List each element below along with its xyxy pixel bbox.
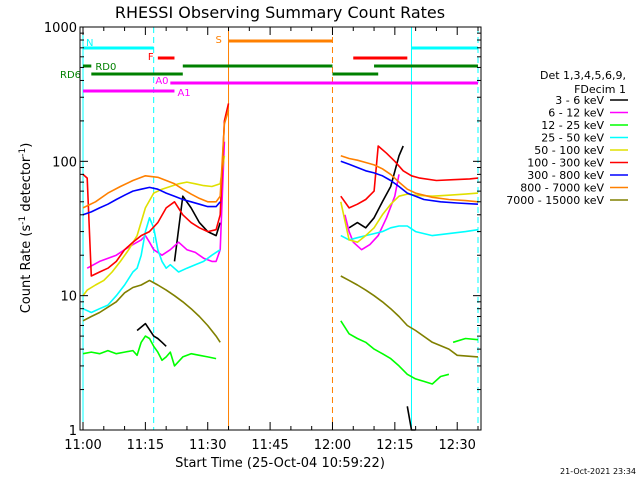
y-tick-label: 1000 bbox=[44, 21, 77, 36]
y-axis-label-sup1: -1 bbox=[18, 216, 28, 225]
flag-label: RD0 bbox=[95, 62, 116, 73]
series-line bbox=[173, 195, 221, 262]
x-tick-label: 11:45 bbox=[251, 438, 288, 453]
legend-entry-label: 12 - 25 keV bbox=[541, 119, 604, 132]
flag-label: S bbox=[216, 35, 222, 46]
series-line bbox=[82, 155, 226, 297]
legend-entry-label: 300 - 800 keV bbox=[527, 169, 604, 182]
legend-entry-label: 3 - 6 keV bbox=[555, 94, 604, 107]
y-tick-label: 1 bbox=[69, 424, 77, 439]
x-tick-label: 12:15 bbox=[376, 438, 413, 453]
series-line bbox=[82, 279, 221, 343]
series-line bbox=[82, 186, 221, 216]
flag-label: A1 bbox=[177, 88, 190, 99]
legend-entry-label: 800 - 7000 keV bbox=[520, 182, 604, 195]
series-line bbox=[136, 322, 167, 347]
series-line bbox=[340, 275, 479, 358]
flag-label: F bbox=[148, 52, 154, 63]
legend-entry-label: 100 - 300 keV bbox=[527, 157, 604, 170]
x-axis-label: Start Time (25-Oct-04 10:59:22) bbox=[175, 456, 385, 471]
y-axis-label-sup2: -1 bbox=[18, 148, 28, 157]
flag-label: RD6 bbox=[60, 70, 81, 81]
y-axis-label-end: ) bbox=[19, 143, 34, 148]
x-axis-ticks: 11:00 11:15 11:30 11:45 12:00 12:15 12:30 bbox=[64, 27, 479, 453]
y-axis-label: Count Rate (s-1 detector-1) bbox=[18, 143, 34, 314]
flag-bars: N F S RD0 RD6 A0 A1 bbox=[60, 35, 478, 99]
series-line bbox=[340, 155, 479, 203]
y-tick-label: 100 bbox=[52, 155, 77, 170]
flag-label: N bbox=[86, 38, 93, 49]
x-tick-label: 11:00 bbox=[64, 438, 101, 453]
plot-timestamp: 21-Oct-2021 23:34 bbox=[560, 467, 636, 476]
legend-entry-label: 50 - 100 keV bbox=[534, 144, 604, 157]
y-tick-label: 10 bbox=[60, 290, 77, 305]
observation-markers bbox=[82, 27, 479, 430]
chart-title: RHESSI Observing Summary Count Rates bbox=[115, 3, 445, 22]
series-line bbox=[452, 337, 479, 344]
legend-header-1: Det 1,3,4,5,6,9, bbox=[540, 69, 626, 82]
y-axis-ticks: 1 10 100 1000 bbox=[44, 21, 481, 439]
legend-header-2: FDecim 1 bbox=[574, 83, 626, 96]
plot-frame bbox=[79, 26, 482, 431]
series-line bbox=[82, 110, 230, 209]
y-axis-label-mid: detector bbox=[19, 156, 34, 216]
series-line bbox=[340, 160, 479, 205]
x-tick-label: 11:15 bbox=[127, 438, 164, 453]
series-lines bbox=[82, 103, 479, 431]
legend-entry-label: 6 - 12 keV bbox=[548, 107, 604, 120]
flag-label: A0 bbox=[155, 76, 168, 87]
series-line bbox=[340, 225, 479, 241]
x-tick-label: 12:30 bbox=[438, 438, 475, 453]
series-line bbox=[340, 320, 450, 385]
series-line bbox=[82, 335, 217, 367]
legend-entry-label: 7000 - 15000 keV bbox=[506, 194, 604, 207]
x-tick-label: 11:30 bbox=[189, 438, 226, 453]
series-line bbox=[340, 145, 479, 209]
series-line bbox=[348, 145, 404, 229]
series-line bbox=[82, 217, 221, 314]
x-tick-label: 12:00 bbox=[314, 438, 351, 453]
series-line bbox=[82, 103, 230, 277]
series-line bbox=[340, 192, 479, 243]
legend-entry-label: 25 - 50 keV bbox=[541, 132, 604, 145]
y-axis-label-main: Count Rate (s bbox=[19, 225, 34, 314]
